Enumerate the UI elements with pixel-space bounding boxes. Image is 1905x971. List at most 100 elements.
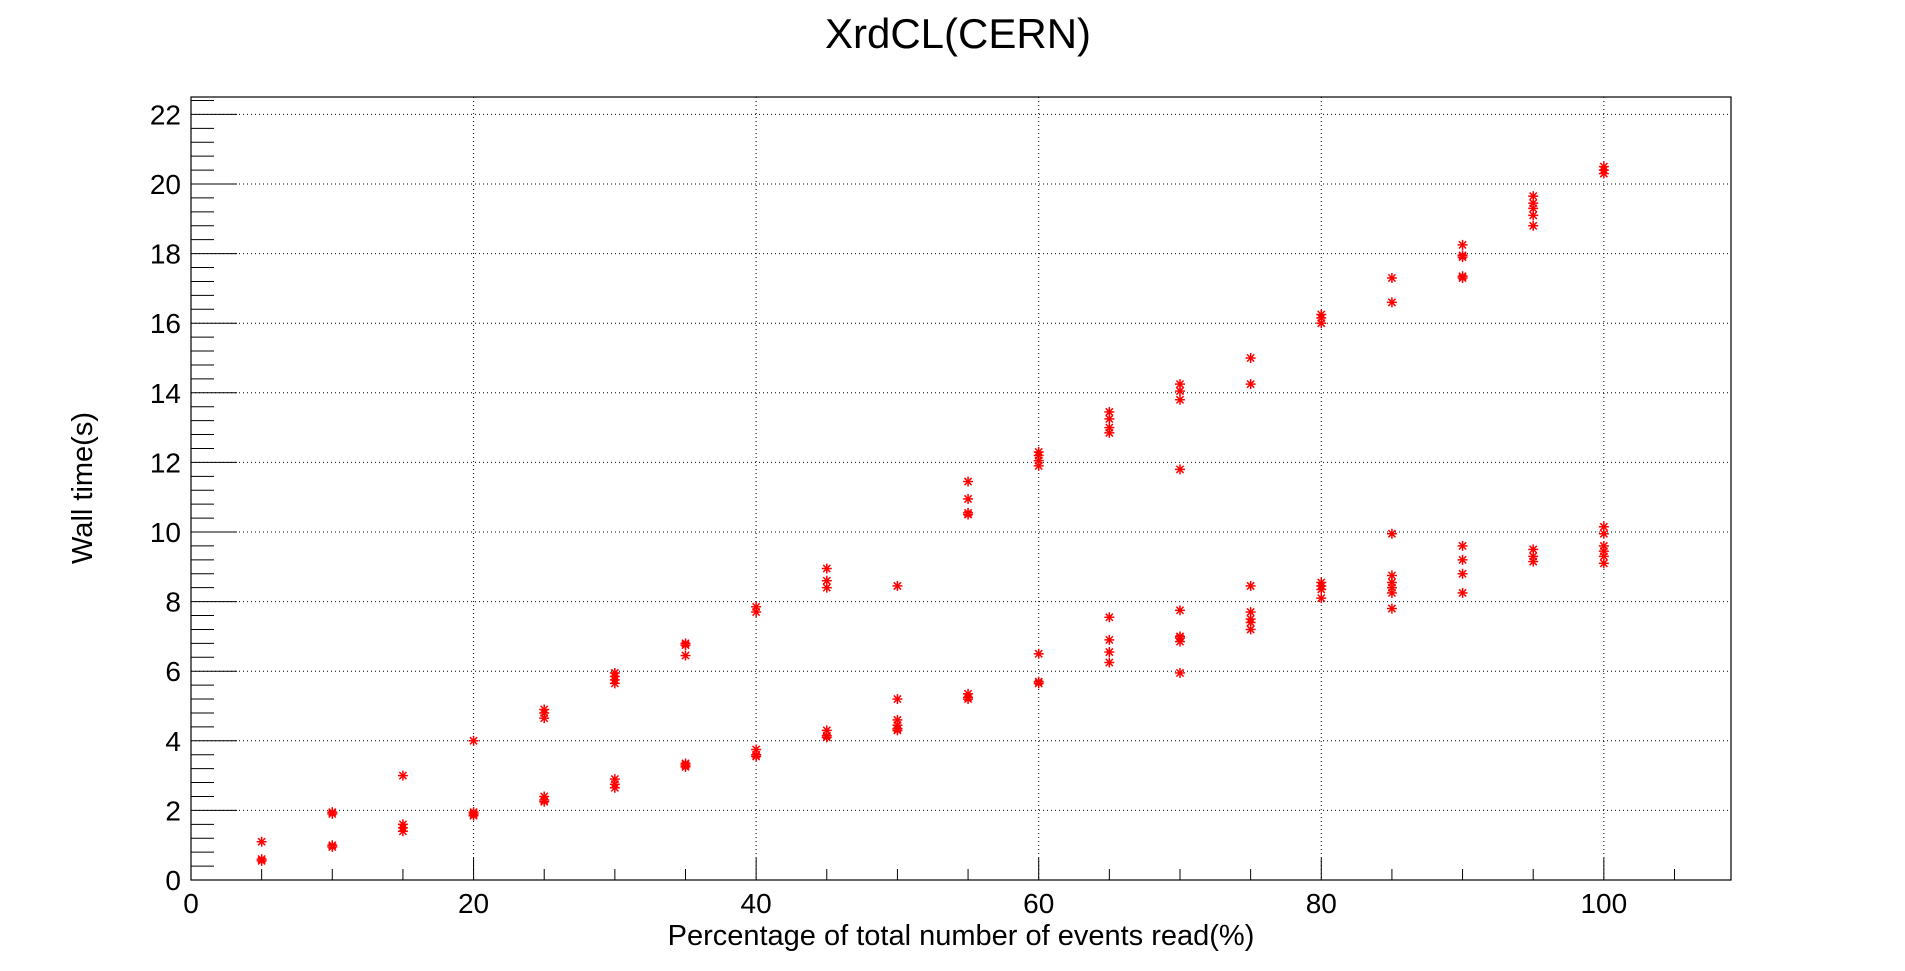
data-point	[1457, 252, 1468, 263]
data-point	[1174, 667, 1185, 678]
data-point	[1245, 353, 1256, 363]
data-point	[1104, 413, 1115, 424]
data-point	[1386, 603, 1397, 614]
data-point	[1245, 624, 1256, 635]
data-point	[468, 735, 479, 746]
y-tick-label: 6	[165, 656, 181, 687]
y-tick-label: 20	[150, 169, 181, 200]
data-point	[1104, 634, 1115, 645]
data-point	[963, 493, 974, 504]
x-tick-label: 20	[458, 888, 489, 919]
data-point	[892, 725, 903, 736]
chart-title: XrdCL(CERN)	[825, 10, 1091, 57]
data-point	[963, 476, 974, 487]
data-point	[1245, 607, 1256, 618]
y-tick-label: 8	[165, 587, 181, 618]
data-point	[397, 770, 408, 781]
y-tick-label: 0	[165, 865, 181, 896]
data-point	[1457, 540, 1468, 551]
data-point	[1174, 605, 1185, 616]
data-point	[680, 761, 691, 772]
y-tick-label: 12	[150, 447, 181, 478]
plot-frame	[190, 96, 1732, 881]
data-point	[1457, 272, 1468, 283]
data-point	[1104, 647, 1115, 658]
data-point	[1457, 239, 1468, 250]
axis-ticks	[190, 99, 1675, 881]
x-tick-label: 60	[1023, 888, 1054, 919]
grid-lines	[191, 97, 1731, 880]
data-point	[963, 694, 974, 705]
data-point	[1528, 556, 1539, 567]
data-point	[1386, 297, 1397, 308]
data-point	[1386, 587, 1397, 598]
data-point	[609, 782, 620, 793]
data-points	[256, 161, 1609, 866]
data-point	[1033, 460, 1044, 471]
data-point	[1598, 168, 1609, 179]
data-point	[256, 855, 267, 866]
data-point	[751, 751, 762, 762]
data-point	[963, 509, 974, 520]
data-point	[539, 713, 550, 724]
data-point	[1528, 191, 1539, 202]
data-point	[327, 841, 338, 852]
data-point	[1386, 272, 1397, 283]
data-point	[1104, 427, 1115, 438]
data-point	[892, 694, 903, 705]
data-point	[397, 826, 408, 837]
data-point	[751, 607, 762, 618]
data-point	[1457, 587, 1468, 598]
data-point	[1245, 379, 1256, 390]
data-point	[1033, 648, 1044, 659]
y-tick-label: 18	[150, 239, 181, 270]
y-tick-label: 2	[165, 795, 181, 826]
x-tick-label: 0	[183, 888, 199, 919]
data-point	[892, 580, 903, 591]
data-point	[1457, 568, 1468, 579]
data-point	[609, 678, 620, 689]
data-point	[1174, 386, 1185, 397]
x-tick-label: 80	[1306, 888, 1337, 919]
data-point	[1316, 584, 1327, 595]
x-axis-label: Percentage of total number of events rea…	[668, 920, 1255, 952]
data-point	[1174, 379, 1185, 390]
data-point	[821, 582, 832, 593]
data-point	[256, 836, 267, 847]
data-point	[1104, 612, 1115, 623]
data-point	[1245, 580, 1256, 591]
data-point	[468, 810, 479, 821]
data-point	[1033, 678, 1044, 689]
data-point	[1174, 636, 1185, 647]
data-point	[1528, 210, 1539, 221]
data-point	[1174, 464, 1185, 475]
y-tick-label: 14	[150, 378, 181, 409]
data-point	[1316, 593, 1327, 604]
data-point	[1528, 220, 1539, 231]
data-point	[680, 640, 691, 651]
data-point	[539, 796, 550, 807]
x-tick-labels: 0 20 40 60 80 100	[183, 888, 1627, 919]
data-point	[680, 650, 691, 661]
x-tick-label: 40	[741, 888, 772, 919]
y-tick-label: 10	[150, 517, 181, 548]
data-point	[1386, 528, 1397, 539]
y-tick-labels: 0 2 4 6 8 10 12 14 16 18 20 22	[150, 99, 181, 896]
data-point	[821, 563, 832, 574]
data-point	[1598, 528, 1609, 539]
data-point	[327, 808, 338, 819]
data-point	[1316, 318, 1327, 329]
data-point	[1457, 554, 1468, 565]
data-point	[821, 732, 832, 743]
y-tick-label: 16	[150, 308, 181, 339]
data-point	[1528, 544, 1539, 555]
y-axis-label: Wall time(s)	[67, 412, 99, 564]
y-tick-label: 4	[165, 726, 181, 757]
x-tick-label: 100	[1580, 888, 1627, 919]
data-point	[1386, 570, 1397, 581]
data-point	[1174, 394, 1185, 405]
data-point	[1598, 558, 1609, 569]
data-point	[1104, 657, 1115, 668]
